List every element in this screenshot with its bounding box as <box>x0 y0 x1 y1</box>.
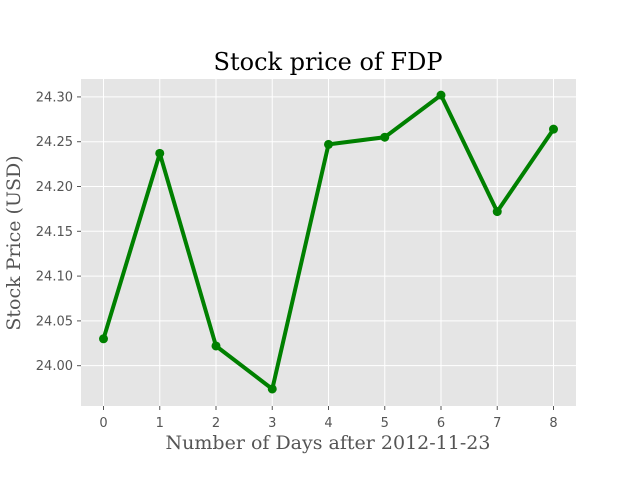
data-point <box>549 124 558 134</box>
x-tick-label: 6 <box>437 416 445 431</box>
x-tick-label: 4 <box>324 416 332 431</box>
x-axis-label: Number of Days after 2012-11-23 <box>166 432 491 454</box>
y-tick-label: 24.15 <box>36 225 73 240</box>
data-point <box>99 334 108 344</box>
x-tick-label: 3 <box>268 416 276 431</box>
y-tick-label: 24.10 <box>36 270 73 285</box>
data-point <box>324 139 333 149</box>
y-tick-label: 24.00 <box>36 359 73 374</box>
data-point <box>267 384 277 394</box>
y-tick-label: 24.25 <box>36 135 73 150</box>
x-tick-label: 0 <box>99 416 107 431</box>
x-tick-label: 1 <box>156 416 164 431</box>
y-tick-label: 24.05 <box>36 314 73 329</box>
data-point <box>380 132 390 142</box>
data-points <box>99 90 558 394</box>
y-tick-labels: 24.00 24.05 24.10 24.15 24.20 24.25 24.30 <box>36 90 73 374</box>
x-tick-label: 5 <box>381 416 389 431</box>
y-tick-label: 24.20 <box>36 180 73 195</box>
tick-marks <box>77 96 554 410</box>
x-tick-label: 7 <box>493 416 501 431</box>
x-tick-labels: 0 1 2 3 4 5 6 7 8 <box>99 416 557 431</box>
y-tick-label: 24.30 <box>36 90 73 105</box>
data-point <box>436 90 446 100</box>
data-point <box>211 341 221 351</box>
chart-title: Stock price of FDP <box>214 48 443 76</box>
data-point <box>155 148 165 158</box>
x-tick-label: 8 <box>549 416 557 431</box>
x-tick-label: 2 <box>212 416 220 431</box>
data-point <box>492 207 502 217</box>
y-axis-label: Stock Price (USD) <box>3 155 25 330</box>
